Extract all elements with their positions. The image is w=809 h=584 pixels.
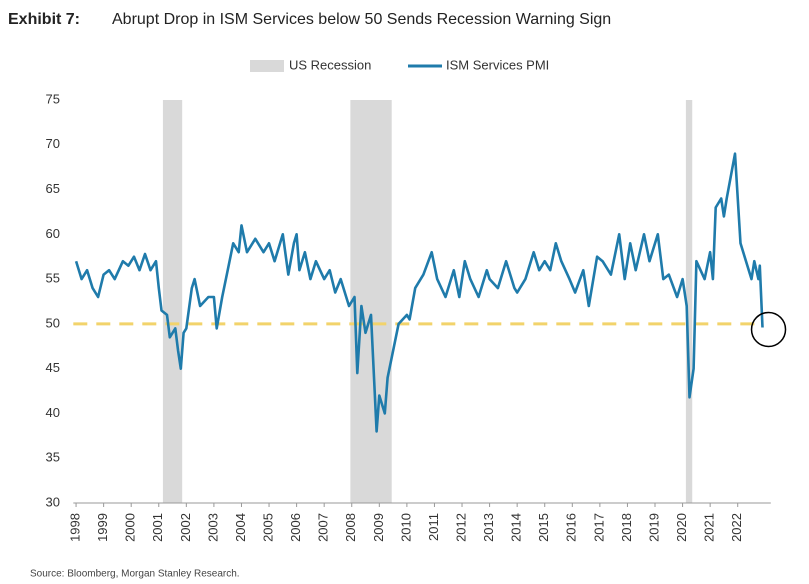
x-tick-label: 1998 [67, 513, 82, 542]
y-tick-label: 70 [46, 136, 60, 151]
data-line [74, 152, 764, 433]
x-tick-label: 2014 [509, 513, 524, 542]
legend-label: US Recession [289, 57, 371, 72]
y-tick-label: 50 [46, 315, 60, 330]
x-tick-label: 2018 [619, 513, 634, 542]
y-tick-label: 45 [46, 360, 60, 375]
x-tick-label: 1999 [95, 513, 110, 542]
chart-title: Abrupt Drop in ISM Services below 50 Sen… [112, 11, 611, 28]
x-tick-label: 2005 [260, 513, 275, 542]
x-tick-label: 2010 [398, 513, 413, 542]
y-tick-label: 60 [46, 226, 60, 241]
y-tick-label: 75 [46, 91, 60, 106]
recession-band [162, 100, 183, 503]
y-tick-label: 30 [46, 494, 60, 509]
x-tick-label: 2016 [564, 513, 579, 542]
recession-band [350, 100, 392, 503]
source: Source: Bloomberg, Morgan Stanley Resear… [30, 569, 240, 580]
x-tick-label: 2002 [178, 513, 193, 542]
x-tick-label: 2015 [536, 513, 551, 542]
x-tick-label: 2007 [316, 513, 331, 542]
x-tick-label: 2003 [205, 513, 220, 542]
x-tick-label: 2020 [674, 513, 689, 542]
x-tick-label: 2012 [453, 513, 468, 542]
recession-band [685, 100, 693, 503]
x-tick-label: 2001 [150, 513, 165, 542]
x-tick-label: 2008 [343, 513, 358, 542]
legend-label: ISM Services PMI [446, 57, 549, 72]
x-tick-label: 2022 [729, 513, 744, 542]
y-tick-label: 55 [46, 271, 60, 286]
annotation-circle [750, 311, 787, 348]
x-tick-label: 2021 [702, 513, 717, 542]
x-tick-label: 2011 [426, 513, 441, 541]
title-label: Exhibit 7: [8, 11, 80, 28]
x-tick-label: 2004 [233, 513, 248, 542]
y-tick-label: 35 [46, 450, 60, 465]
x-tick-label: 2017 [591, 513, 606, 542]
y-tick-label: 65 [46, 181, 60, 196]
x-tick-label: 2009 [371, 513, 386, 542]
x-tick-label: 2013 [481, 513, 496, 542]
x-tick-label: 2000 [123, 513, 138, 542]
legend-swatch [250, 60, 284, 72]
x-tick-label: 2019 [646, 513, 661, 542]
x-tick-label: 2006 [288, 513, 303, 542]
y-tick-label: 40 [46, 405, 60, 420]
